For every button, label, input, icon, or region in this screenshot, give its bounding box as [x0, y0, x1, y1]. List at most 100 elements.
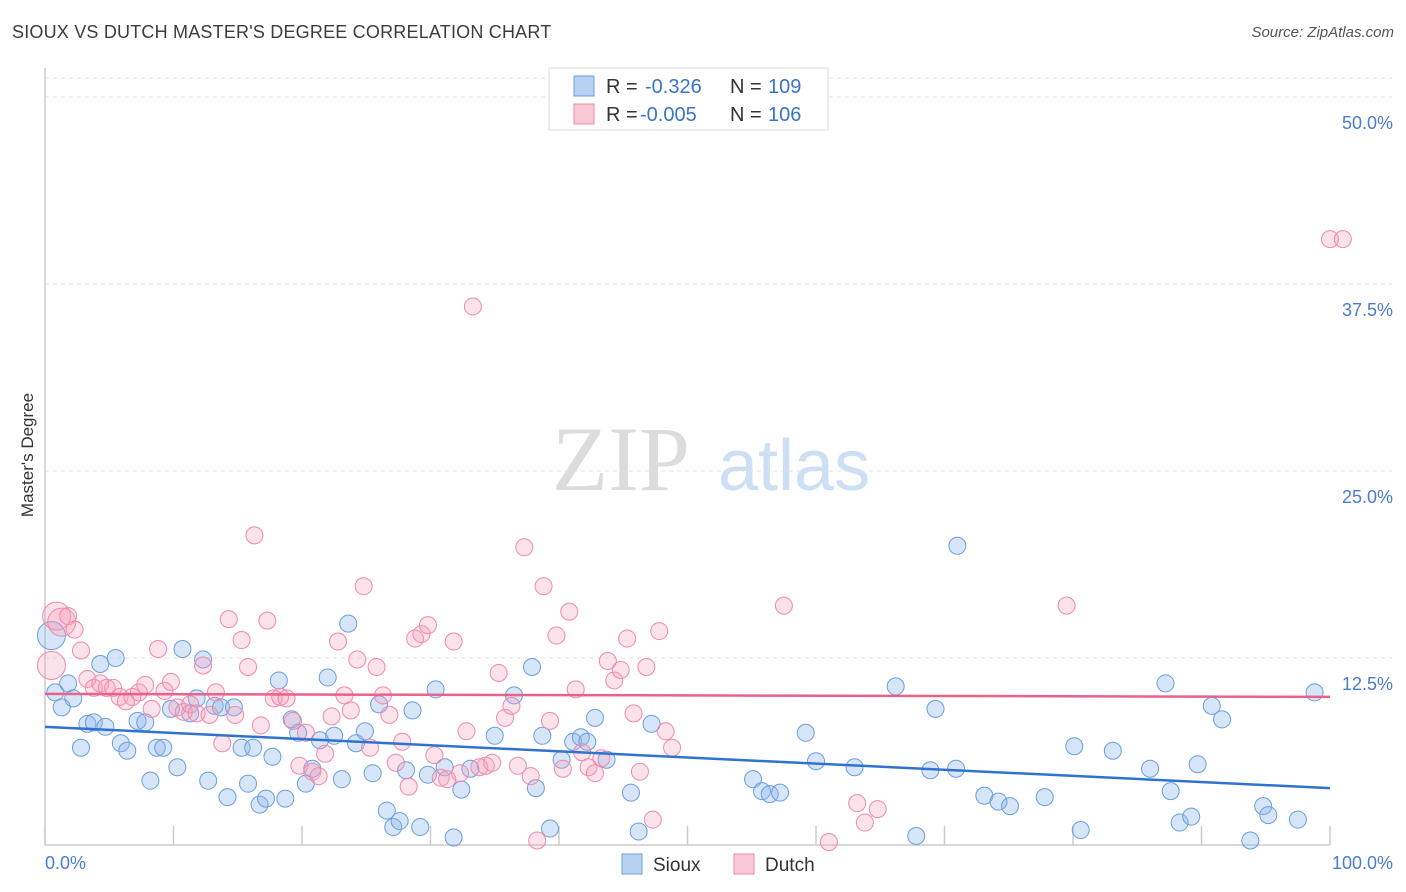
sioux-point-108	[1288, 810, 1307, 829]
stats-n-value-sioux: 109	[768, 76, 801, 98]
legend-swatch-dutch	[733, 853, 755, 875]
sioux-point-84	[886, 677, 905, 696]
dutch-point-23	[187, 704, 206, 723]
dutch-point-59	[418, 616, 437, 635]
dutch-point-51	[367, 657, 386, 676]
sioux-point-80	[771, 783, 790, 802]
sioux-point-28	[224, 698, 243, 717]
sioux-point-7	[84, 713, 103, 732]
sioux-point-30	[239, 774, 258, 793]
dutch-point-9	[97, 678, 116, 697]
sioux-point-62	[485, 726, 504, 745]
source-credit: Source: ZipAtlas.com	[1251, 24, 1394, 41]
dutch-point-98	[774, 596, 793, 615]
sioux-point-31	[244, 738, 263, 757]
sioux-point-36	[276, 789, 295, 808]
sioux-point-107	[1259, 806, 1278, 825]
stats-legend-swatch-dutch	[573, 103, 595, 125]
dutch-point-85	[585, 764, 604, 783]
sioux-point-20	[173, 640, 192, 659]
dutch-point-88	[605, 671, 624, 690]
dutch-point-96	[656, 722, 675, 741]
dutch-point-82	[566, 680, 585, 699]
stats-legend: R = -0.326 N = 109 R = -0.005 N = 106	[548, 67, 829, 131]
sioux-point-83	[845, 758, 864, 777]
sioux-point-52	[390, 812, 409, 831]
dutch-point-91	[624, 704, 643, 723]
sioux-point-9	[96, 717, 115, 736]
sioux-point-71	[578, 732, 597, 751]
dutch-point-16	[142, 699, 161, 718]
sioux-point-5	[71, 738, 90, 757]
stats-r-label-sioux: R =	[606, 76, 638, 98]
sioux-point-105	[1241, 831, 1260, 850]
dutch-point-4	[65, 620, 84, 639]
dutch-point-64	[451, 764, 470, 783]
sioux-point-45	[339, 614, 358, 633]
dutch-point-43	[316, 744, 335, 763]
dutch-point-94	[643, 810, 662, 829]
sioux-point-102	[1188, 755, 1207, 774]
dutch-point-29	[226, 705, 245, 724]
dutch-point-101	[855, 813, 874, 832]
dutch-point-54	[386, 753, 405, 772]
dutch-point-30	[232, 631, 251, 650]
sioux-point-42	[318, 668, 337, 687]
dutch-point-93	[637, 657, 656, 676]
sioux-point-95	[1071, 821, 1090, 840]
sioux-points	[36, 536, 1324, 850]
sioux-point-100	[1170, 813, 1189, 832]
sioux-point-77	[744, 770, 763, 789]
sioux-point-15	[141, 771, 160, 790]
sioux-point-34	[263, 747, 282, 766]
chart-title: SIOUX VS DUTCH MASTER'S DEGREE CORRELATI…	[12, 22, 552, 42]
dutch-point-7	[84, 678, 103, 697]
sioux-point-70	[571, 728, 590, 747]
sioux-point-13	[128, 711, 147, 730]
sioux-point-8	[91, 654, 110, 673]
dutch-point-89	[611, 660, 630, 679]
dutch-point-37	[277, 689, 296, 708]
sioux-point-55	[411, 818, 430, 837]
dutch-point-63	[444, 632, 463, 651]
dutch-point-21	[174, 702, 193, 721]
sioux-trend-line	[44, 725, 1331, 790]
dutch-point-24	[194, 656, 213, 675]
dutch-point-47	[341, 701, 360, 720]
sioux-point-85	[907, 827, 926, 846]
sioux-point-99	[1161, 782, 1180, 801]
dutch-points	[36, 230, 1352, 852]
sioux-point-38	[289, 723, 308, 742]
dutch-point-44	[322, 707, 341, 726]
dutch-point-0	[36, 650, 66, 680]
dutch-point-104	[1321, 230, 1339, 249]
stats-n-label-dutch: N =	[730, 104, 762, 126]
tick-labels: 12.5% 25.0% 37.5% 50.0% 0.0% 100.0%	[45, 113, 1393, 873]
stats-r-label-dutch: R =	[606, 104, 638, 126]
grid	[45, 77, 1392, 659]
dutch-point-74	[515, 538, 534, 557]
y-tick-label-0: 12.5%	[1342, 674, 1393, 694]
dutch-point-27	[213, 734, 232, 753]
x-tick-label-0: 0.0%	[45, 853, 86, 873]
legend-swatch-sioux	[621, 853, 643, 875]
dutch-point-72	[502, 696, 521, 715]
dutch-point-36	[271, 687, 290, 706]
sioux-point-25	[205, 696, 224, 715]
sioux-point-88	[947, 759, 966, 778]
dutch-point-95	[650, 622, 669, 641]
dutch-point-76	[528, 831, 547, 850]
dutch-point-70	[489, 663, 508, 682]
trend-lines	[44, 692, 1331, 790]
dutch-point-49	[354, 577, 373, 596]
sioux-point-66	[533, 726, 552, 745]
dutch-point-65	[457, 722, 476, 741]
dutch-point-25	[200, 705, 219, 724]
dutch-point-105	[1333, 230, 1352, 249]
sioux-point-106	[1254, 797, 1273, 816]
dutch-point-100	[848, 794, 867, 813]
watermark-zip: ZIP	[552, 408, 690, 510]
dutch-point-48	[348, 650, 367, 669]
sioux-point-89	[948, 536, 967, 555]
